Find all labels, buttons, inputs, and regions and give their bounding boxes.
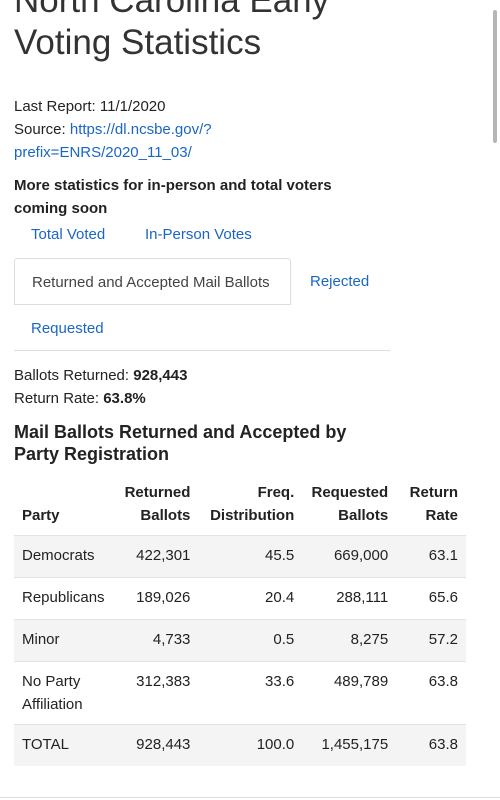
column-header-party: Party [22,507,60,524]
tab-requested[interactable]: Requested [31,319,104,337]
return-rate-label: Return Rate: [14,390,104,407]
source-link-continued[interactable]: prefix=ENRS/2020_11_03/ [14,144,192,161]
cell-rate: 63.1 [396,535,466,578]
column-header-returned-ballots: Returned Ballots [124,484,191,524]
coming-soon-notice: More statistics for in-person and total … [14,174,332,220]
cell-returned: 4,733 [112,619,199,662]
cell-returned: 189,026 [112,577,199,620]
source-link-line-1: https://dl.ncsbe.gov/? [69,121,212,138]
cell-returned: 312,383 [112,661,199,725]
table-row-total: TOTAL 928,443 100.0 1,455,175 63.8 [14,724,466,766]
section-title: Mail Ballots Returned and Accepted by Pa… [14,422,347,464]
report-meta: Last Report: 11/1/2020 Source: https://d… [14,95,212,164]
party-table: Party Returned Ballots Freq. Distribution … [14,480,466,766]
coming-soon-line-1: More statistics for in-person and total … [14,177,332,194]
source-line-2: prefix=ENRS/2020_11_03/ [14,141,212,164]
cell-requested: 8,275 [302,619,397,662]
page-title: North Carolina Early Voting Statistics [14,0,474,64]
cell-party: Democrats [14,535,113,578]
source-label: Source: [14,121,70,138]
cell-requested: 288,111 [302,577,397,620]
cell-party: Minor [14,619,113,662]
table-row: No Party Affiliation 312,383 33.6 489,789… [14,661,466,725]
column-header-freq-distribution: Freq. Distribution [210,484,295,524]
cell-freq: 33.6 [198,661,303,725]
page-title-line-1: North Carolina Early [14,0,330,20]
cell-requested: 1,455,175 [302,724,397,766]
cell-returned: 422,301 [112,535,199,578]
tab-total-voted[interactable]: Total Voted [31,225,106,243]
cell-freq: 0.5 [198,619,303,662]
table-header-row: Party Returned Ballots Freq. Distribution … [14,480,466,536]
cell-rate: 63.8 [396,661,466,725]
active-tab-underline [14,304,291,305]
source-link-line-2: prefix=ENRS/2020_11_03/ [14,144,192,161]
cell-freq: 45.5 [198,535,303,578]
cell-rate: 57.2 [396,619,466,662]
ballots-returned-label: Ballots Returned: [14,367,134,384]
table-row: Republicans 189,026 20.4 288,111 65.6 [14,577,466,620]
summary-stats: Ballots Returned: 928,443 Return Rate: 6… [14,364,187,410]
cell-party: Republicans [14,577,113,620]
bottom-divider [0,797,500,798]
cell-party: TOTAL [14,724,113,766]
cell-party: No Party Affiliation [14,661,113,725]
cell-returned: 928,443 [112,724,199,766]
table-row: Democrats 422,301 45.5 669,000 63.1 [14,535,466,578]
stats-tabs: Total Voted In-Person Votes Returned and… [14,210,390,350]
ballots-returned-line: Ballots Returned: 928,443 [14,364,187,387]
cell-freq: 100.0 [198,724,303,766]
tab-returned-accepted-mail-ballots[interactable]: Returned and Accepted Mail Ballots [14,258,291,305]
cell-requested: 669,000 [302,535,397,578]
table-row: Minor 4,733 0.5 8,275 57.2 [14,619,466,662]
source-link[interactable]: https://dl.ncsbe.gov/? [70,121,212,138]
cell-rate: 63.8 [396,724,466,766]
source-line: Source: https://dl.ncsbe.gov/? [14,118,212,141]
page-scrollbar[interactable] [493,10,497,143]
cell-freq: 20.4 [198,577,303,620]
column-header-requested-ballots: Requested Ballots [311,484,389,524]
tab-in-person-votes[interactable]: In-Person Votes [145,225,252,243]
last-report-text: Last Report: 11/1/2020 [14,98,166,115]
cell-requested: 489,789 [302,661,397,725]
ballots-returned-value: 928,443 [133,367,188,384]
coming-soon-line-2: coming soon [14,200,108,217]
tabs-divider [14,350,390,351]
return-rate-line: Return Rate: 63.8% [14,387,187,410]
column-header-return-rate: Return Rate [409,484,458,524]
tab-rejected[interactable]: Rejected [310,273,370,290]
cell-rate: 65.6 [396,577,466,620]
return-rate-value: 63.8% [103,390,146,407]
page-title-line-2: Voting Statistics [14,23,262,62]
page-content: North Carolina Early Voting Statistics L… [14,0,474,766]
